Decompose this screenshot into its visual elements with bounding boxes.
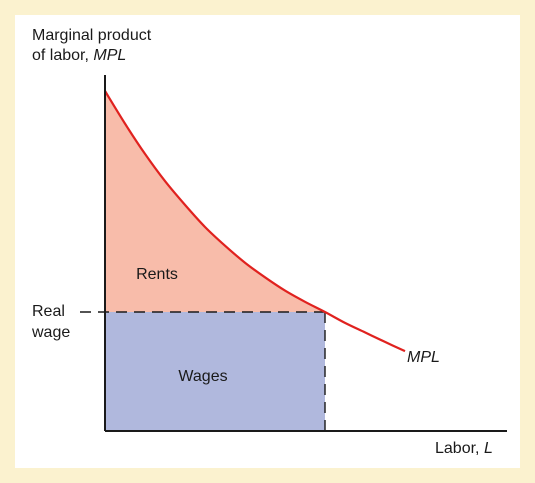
x-axis-title-variable: L [484,440,493,457]
y-axis-title-variable: MPL [93,47,126,64]
wages-area [105,312,325,431]
rents-area [105,91,325,312]
mpl-curve-series [104,90,406,353]
real-wage-label-line2: wage [31,324,70,341]
y-axis-title-line2: of labor, MPL [32,47,126,64]
chart-panel: Marginal product of labor, MPL Real wage… [15,15,520,468]
x-axis-title-prefix: Labor, [435,440,479,457]
mpl-curve-label: MPL [407,349,440,366]
x-axis-title: Labor, L [435,440,493,457]
real-wage-label-line1: Real [32,303,65,320]
rents-label: Rents [136,266,178,283]
y-axis-title-prefix: of labor, [32,47,89,64]
y-axis-title-line1: Marginal product [32,27,152,44]
mpl-chart: Marginal product of labor, MPL Real wage… [31,27,507,457]
wages-label: Wages [178,368,227,385]
